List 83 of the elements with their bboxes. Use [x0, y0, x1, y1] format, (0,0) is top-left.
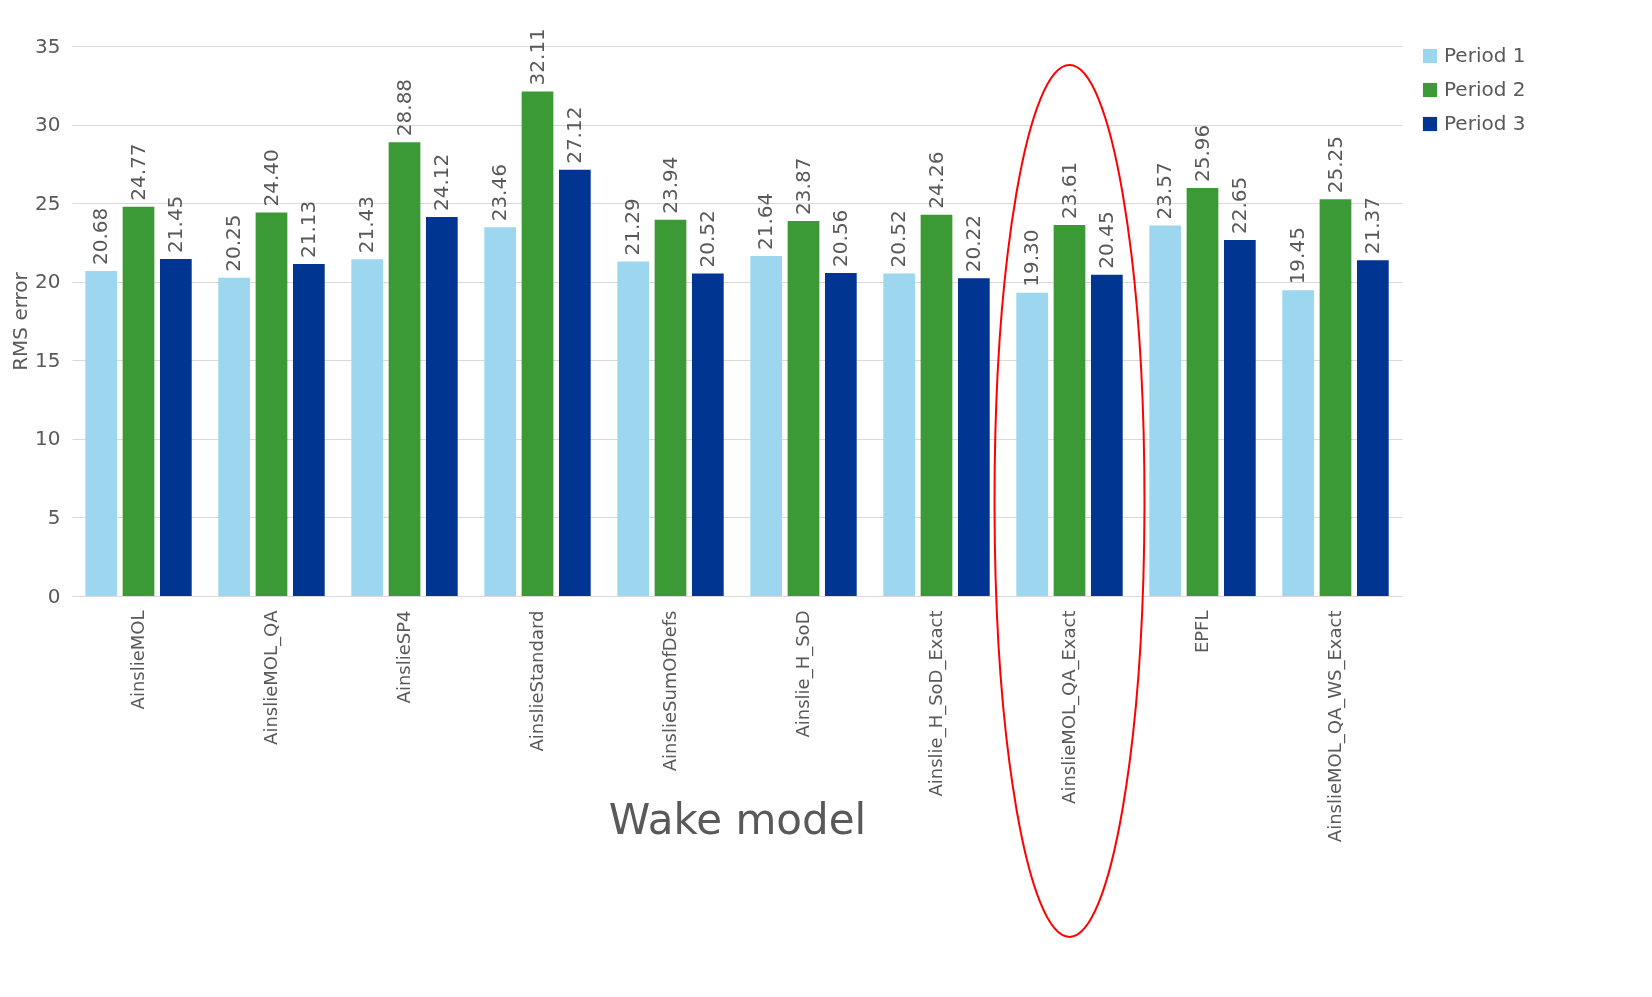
- bar: [159, 258, 192, 596]
- y-axis-title: RMS error: [8, 271, 33, 371]
- data-label: 23.87: [790, 157, 815, 215]
- bar: [1149, 225, 1182, 596]
- data-label: 20.68: [88, 207, 113, 266]
- bar: [1223, 240, 1256, 596]
- x-tick-label: AinslieMOL_QA_WS_Exact: [1323, 610, 1346, 843]
- data-label: 22.65: [1226, 176, 1251, 235]
- x-axis-title: Wake model: [608, 794, 867, 844]
- bar: [957, 278, 990, 596]
- x-tick-label: AinslieMOL: [126, 610, 148, 710]
- bar: [1356, 260, 1389, 596]
- y-tick-label: 30: [35, 112, 61, 137]
- data-label: 24.40: [258, 149, 283, 207]
- x-tick-label: AinslieMOL_QA: [259, 609, 282, 745]
- bar: [255, 212, 288, 596]
- data-label: 23.57: [1152, 162, 1177, 220]
- data-label: 21.43: [354, 195, 379, 254]
- bar: [654, 219, 687, 596]
- data-label: 24.77: [125, 143, 150, 201]
- data-label: 32.11: [524, 28, 549, 86]
- y-tick-label: 10: [35, 426, 61, 451]
- y-tick-label: 20: [35, 269, 61, 294]
- x-tick-label: Ainslie_H_SoD_Exact: [924, 610, 947, 797]
- x-tick-label: AinslieSP4: [392, 610, 414, 704]
- bar: [122, 206, 155, 596]
- bar: [521, 91, 554, 596]
- data-label: 19.30: [1019, 229, 1044, 287]
- data-label: 20.22: [960, 214, 985, 273]
- data-label: 28.88: [391, 78, 416, 137]
- data-label: 21.13: [295, 200, 320, 258]
- y-tick-label: 25: [35, 190, 61, 215]
- data-label: 20.45: [1093, 211, 1118, 269]
- bar: [85, 271, 118, 596]
- bar: [787, 220, 820, 596]
- y-tick-label: 0: [47, 583, 61, 608]
- data-label: 20.56: [827, 209, 852, 267]
- bar: [920, 214, 953, 596]
- legend-label: Period 2: [1444, 77, 1526, 101]
- bar: [1186, 188, 1219, 596]
- y-tick-label: 15: [35, 347, 61, 372]
- legend-label: Period 3: [1444, 111, 1526, 135]
- x-tick-label: AinslieSumOfDefs: [658, 610, 680, 772]
- data-label: 25.25: [1322, 135, 1347, 194]
- data-label: 24.12: [428, 153, 453, 211]
- bar: [351, 259, 384, 596]
- data-label: 21.29: [620, 198, 645, 256]
- y-tick-label: 35: [35, 33, 61, 58]
- bar: [425, 216, 458, 596]
- data-label: 19.45: [1285, 227, 1310, 285]
- data-label: 21.64: [753, 192, 778, 250]
- data-label: 21.45: [162, 195, 187, 253]
- bar: [1053, 224, 1086, 596]
- bar: [1319, 199, 1352, 596]
- data-label: 20.52: [886, 210, 911, 268]
- data-label: 23.61: [1056, 161, 1081, 219]
- legend-label: Period 1: [1444, 43, 1526, 67]
- data-label: 27.12: [561, 106, 586, 164]
- bar: [691, 273, 724, 596]
- bar: [1090, 274, 1123, 596]
- data-label: 20.52: [694, 210, 719, 268]
- y-tick-label: 5: [47, 504, 61, 529]
- bar: [388, 142, 421, 596]
- x-tick-label: Ainslie_H_SoD: [791, 610, 814, 738]
- bar: [292, 263, 325, 596]
- bar: [1016, 292, 1049, 596]
- bar: [1282, 290, 1315, 596]
- bar: [558, 169, 591, 596]
- data-label: 24.26: [923, 151, 948, 209]
- data-label: 23.94: [657, 156, 682, 214]
- bar: [484, 227, 517, 596]
- x-tick-label: EPFL: [1190, 610, 1212, 654]
- data-label: 21.37: [1359, 196, 1384, 255]
- x-tick-label: AinslieStandard: [525, 610, 547, 752]
- bar: [883, 273, 916, 596]
- bar: [750, 255, 783, 596]
- bar: [824, 272, 857, 596]
- data-label: 20.25: [221, 214, 246, 272]
- bar: [617, 261, 650, 596]
- x-tick-label: AinslieMOL_QA_Exact: [1057, 610, 1080, 804]
- data-label: 23.46: [487, 164, 512, 222]
- bar: [218, 277, 251, 596]
- data-label: 25.96: [1189, 124, 1214, 183]
